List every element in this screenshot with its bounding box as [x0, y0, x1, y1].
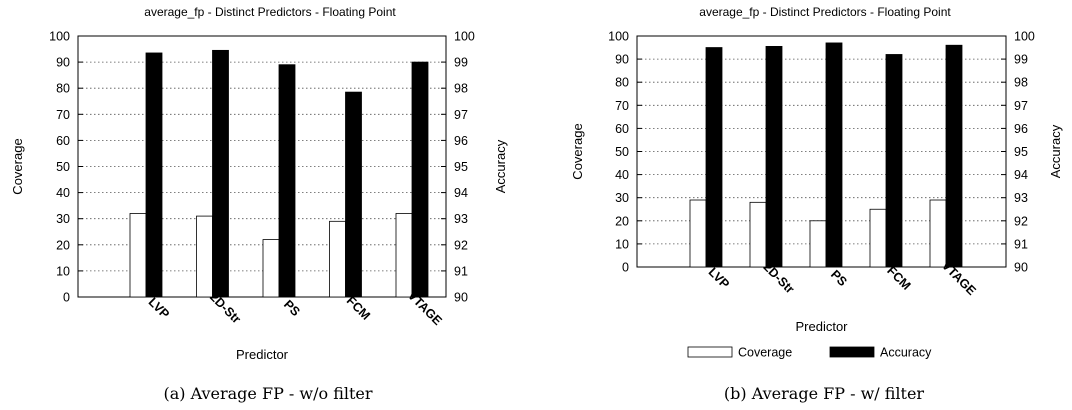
bar-accuracy — [945, 44, 963, 268]
x-axis-label: Predictor — [236, 347, 289, 362]
x-tick-label: FCM — [884, 264, 913, 293]
bar-coverage — [196, 215, 213, 298]
y-axis-label: Coverage — [10, 138, 25, 194]
bar-accuracy — [705, 47, 723, 268]
y2-tick-label: 92 — [454, 238, 468, 252]
x-tick-label: FCM — [344, 294, 373, 323]
y-tick-label: 100 — [49, 30, 70, 44]
bar-accuracy — [825, 42, 843, 268]
x-tick-label: LVP — [706, 265, 732, 291]
bar-coverage — [869, 208, 887, 268]
bar-coverage — [929, 199, 947, 268]
y2-tick-label: 94 — [454, 186, 468, 200]
legend-swatch-coverage — [687, 346, 733, 358]
y-axis-label: Coverage — [570, 123, 585, 179]
bar-accuracy — [411, 61, 429, 298]
y2-tick-label: 97 — [454, 108, 468, 122]
bar-accuracy — [212, 49, 229, 298]
y2-tick-label: 93 — [1014, 191, 1028, 205]
y-tick-label: 40 — [615, 168, 629, 182]
y-tick-label: 60 — [615, 122, 629, 136]
bar-coverage — [689, 199, 707, 268]
y-tick-label: 60 — [56, 134, 70, 148]
y2-tick-label: 90 — [454, 291, 468, 305]
y2-tick-label: 99 — [454, 56, 468, 70]
y2-tick-label: 92 — [1014, 214, 1028, 228]
y-tick-label: 30 — [615, 191, 629, 205]
y2-tick-label: 99 — [1014, 53, 1028, 67]
y2-tick-label: 95 — [454, 160, 468, 174]
bar-coverage — [395, 213, 413, 298]
y2-tick-label: 100 — [1014, 30, 1035, 44]
bar-accuracy — [278, 64, 296, 298]
bar-coverage — [329, 220, 346, 298]
y2-tick-label: 96 — [454, 134, 468, 148]
y2-tick-label: 94 — [1014, 168, 1028, 182]
y2-tick-label: 97 — [1014, 99, 1028, 113]
y2-tick-label: 98 — [1014, 76, 1028, 90]
bar-accuracy — [765, 45, 783, 268]
legend-label-accuracy: Accuracy — [880, 346, 932, 360]
legend-label-coverage: Coverage — [738, 346, 792, 360]
y-tick-label: 50 — [56, 160, 70, 174]
legend-swatch-accuracy — [829, 346, 875, 358]
y-tick-label: 70 — [56, 108, 70, 122]
y-tick-label: 0 — [622, 261, 629, 275]
y2-axis-label: Accuracy — [493, 139, 508, 193]
chart-panel-b: average_fp - Distinct Predictors - Float… — [570, 5, 1063, 403]
figure-caption: (b) Average FP - w/ filter — [724, 384, 925, 403]
y2-tick-label: 91 — [454, 264, 468, 278]
figure-caption: (a) Average FP - w/o filter — [163, 384, 372, 403]
y2-tick-label: 93 — [454, 212, 468, 226]
chart-panel-a: average_fp - Distinct Predictors - Float… — [10, 5, 508, 403]
x-tick-label: LVP — [146, 295, 172, 321]
y-tick-label: 90 — [615, 53, 629, 67]
y2-tick-label: 96 — [1014, 122, 1028, 136]
y-tick-label: 40 — [56, 186, 70, 200]
y2-tick-label: 90 — [1014, 261, 1028, 275]
y-tick-label: 80 — [56, 82, 70, 96]
y-tick-label: 90 — [56, 56, 70, 70]
bar-coverage — [129, 213, 147, 298]
y-tick-label: 100 — [608, 30, 629, 44]
y-tick-label: 20 — [615, 214, 629, 228]
y2-tick-label: 100 — [454, 30, 475, 44]
bar-coverage — [262, 239, 280, 298]
y-tick-label: 0 — [63, 291, 70, 305]
x-tick-label: PS — [828, 267, 850, 289]
y-tick-label: 30 — [56, 212, 70, 226]
plot-frame — [77, 35, 447, 298]
chart-title: average_fp - Distinct Predictors - Float… — [699, 5, 951, 19]
y2-tick-label: 95 — [1014, 145, 1028, 159]
y-tick-label: 20 — [56, 238, 70, 252]
y-tick-label: 70 — [615, 99, 629, 113]
bar-accuracy — [345, 91, 362, 298]
x-axis-label: Predictor — [795, 319, 848, 334]
y-tick-label: 80 — [615, 76, 629, 90]
bar-accuracy — [145, 52, 163, 298]
bar-coverage — [809, 220, 827, 268]
chart-title: average_fp - Distinct Predictors - Float… — [144, 5, 396, 19]
y-tick-label: 10 — [56, 264, 70, 278]
y-tick-label: 50 — [615, 145, 629, 159]
x-tick-label: PS — [281, 297, 303, 319]
y-tick-label: 10 — [615, 237, 629, 251]
y2-tick-label: 98 — [454, 82, 468, 96]
bar-accuracy — [885, 54, 903, 268]
bar-coverage — [749, 201, 767, 268]
y2-axis-label: Accuracy — [1048, 124, 1063, 178]
y2-tick-label: 91 — [1014, 237, 1028, 251]
legend: Coverage Accuracy — [687, 346, 932, 360]
